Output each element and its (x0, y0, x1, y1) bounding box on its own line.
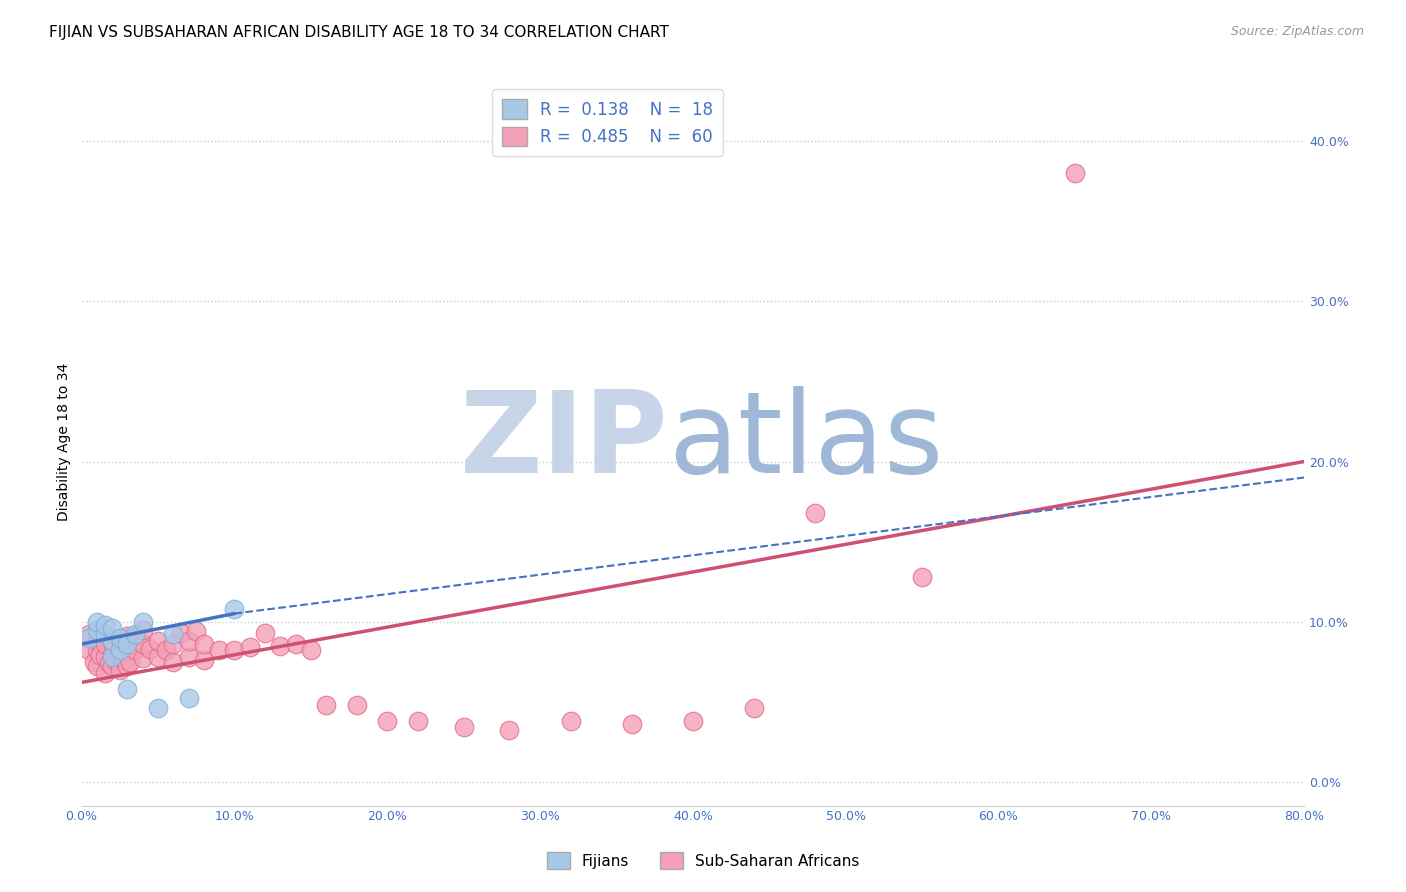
Point (101, 633, 124, 648)
Point (162, 637, 184, 651)
Point (155, 643, 177, 657)
Point (146, 633, 169, 648)
Point (117, 659, 139, 673)
Point (93, 665, 115, 680)
Point (682, 714, 704, 728)
Legend: R =  0.138    N =  18, R =  0.485    N =  60: R = 0.138 N = 18, R = 0.485 N = 60 (492, 89, 723, 156)
Point (101, 621, 124, 635)
Point (146, 649, 169, 664)
Point (186, 624, 208, 639)
Point (253, 625, 276, 640)
Point (742, 701, 765, 715)
Point (124, 643, 146, 657)
Point (804, 506, 827, 520)
Point (93, 649, 115, 664)
Point (101, 633, 124, 648)
Legend: Fijians, Sub-Saharan Africans: Fijians, Sub-Saharan Africans (540, 846, 866, 875)
Point (101, 647, 124, 661)
Point (269, 639, 291, 653)
Point (108, 663, 131, 677)
Point (170, 625, 193, 640)
Point (177, 691, 200, 706)
Point (93, 627, 115, 641)
Point (375, 714, 398, 728)
Point (86, 633, 108, 648)
Point (108, 643, 131, 657)
Point (112, 653, 135, 667)
Point (239, 640, 262, 655)
Point (101, 649, 124, 664)
Point (132, 623, 155, 637)
Point (108, 633, 131, 648)
Point (162, 627, 184, 641)
Point (108, 648, 131, 663)
Point (139, 641, 162, 656)
Point (132, 615, 155, 629)
Point (1063, 166, 1085, 180)
Point (162, 655, 184, 669)
Point (299, 643, 322, 657)
Point (146, 701, 169, 715)
Point (117, 637, 139, 651)
Point (77, 643, 100, 657)
Point (108, 631, 131, 645)
Point (177, 649, 200, 664)
Point (346, 698, 368, 712)
Text: atlas: atlas (668, 386, 943, 497)
Point (117, 643, 139, 657)
Point (193, 637, 215, 651)
Point (86, 615, 108, 629)
Point (86, 643, 108, 657)
Point (315, 698, 337, 712)
Text: Source: ZipAtlas.com: Source: ZipAtlas.com (1230, 25, 1364, 38)
Point (911, 570, 934, 584)
Point (120, 655, 142, 669)
Point (77, 631, 100, 645)
Point (98, 656, 121, 670)
Point (224, 643, 246, 657)
Point (86, 623, 108, 637)
Point (177, 633, 200, 648)
Y-axis label: Disability Age 18 to 34: Disability Age 18 to 34 (58, 362, 72, 521)
Point (406, 714, 429, 728)
Point (89, 648, 111, 663)
Point (208, 643, 231, 657)
Point (101, 659, 124, 673)
Point (224, 601, 246, 615)
Point (560, 714, 582, 728)
Point (93, 637, 115, 651)
Point (117, 681, 139, 696)
Point (93, 617, 115, 632)
Point (620, 717, 643, 731)
Text: ZIP: ZIP (460, 386, 668, 497)
Point (498, 723, 520, 738)
Point (104, 653, 127, 667)
Point (83, 655, 105, 669)
Point (124, 627, 146, 641)
Point (117, 629, 139, 643)
Text: FIJIAN VS SUBSAHARAN AFRICAN DISABILITY AGE 18 TO 34 CORRELATION CHART: FIJIAN VS SUBSAHARAN AFRICAN DISABILITY … (49, 25, 669, 40)
Point (132, 637, 155, 651)
Point (124, 629, 146, 643)
Point (284, 637, 307, 651)
Point (453, 720, 475, 734)
Point (132, 651, 155, 665)
Point (86, 659, 108, 673)
Point (193, 653, 215, 667)
Point (77, 627, 100, 641)
